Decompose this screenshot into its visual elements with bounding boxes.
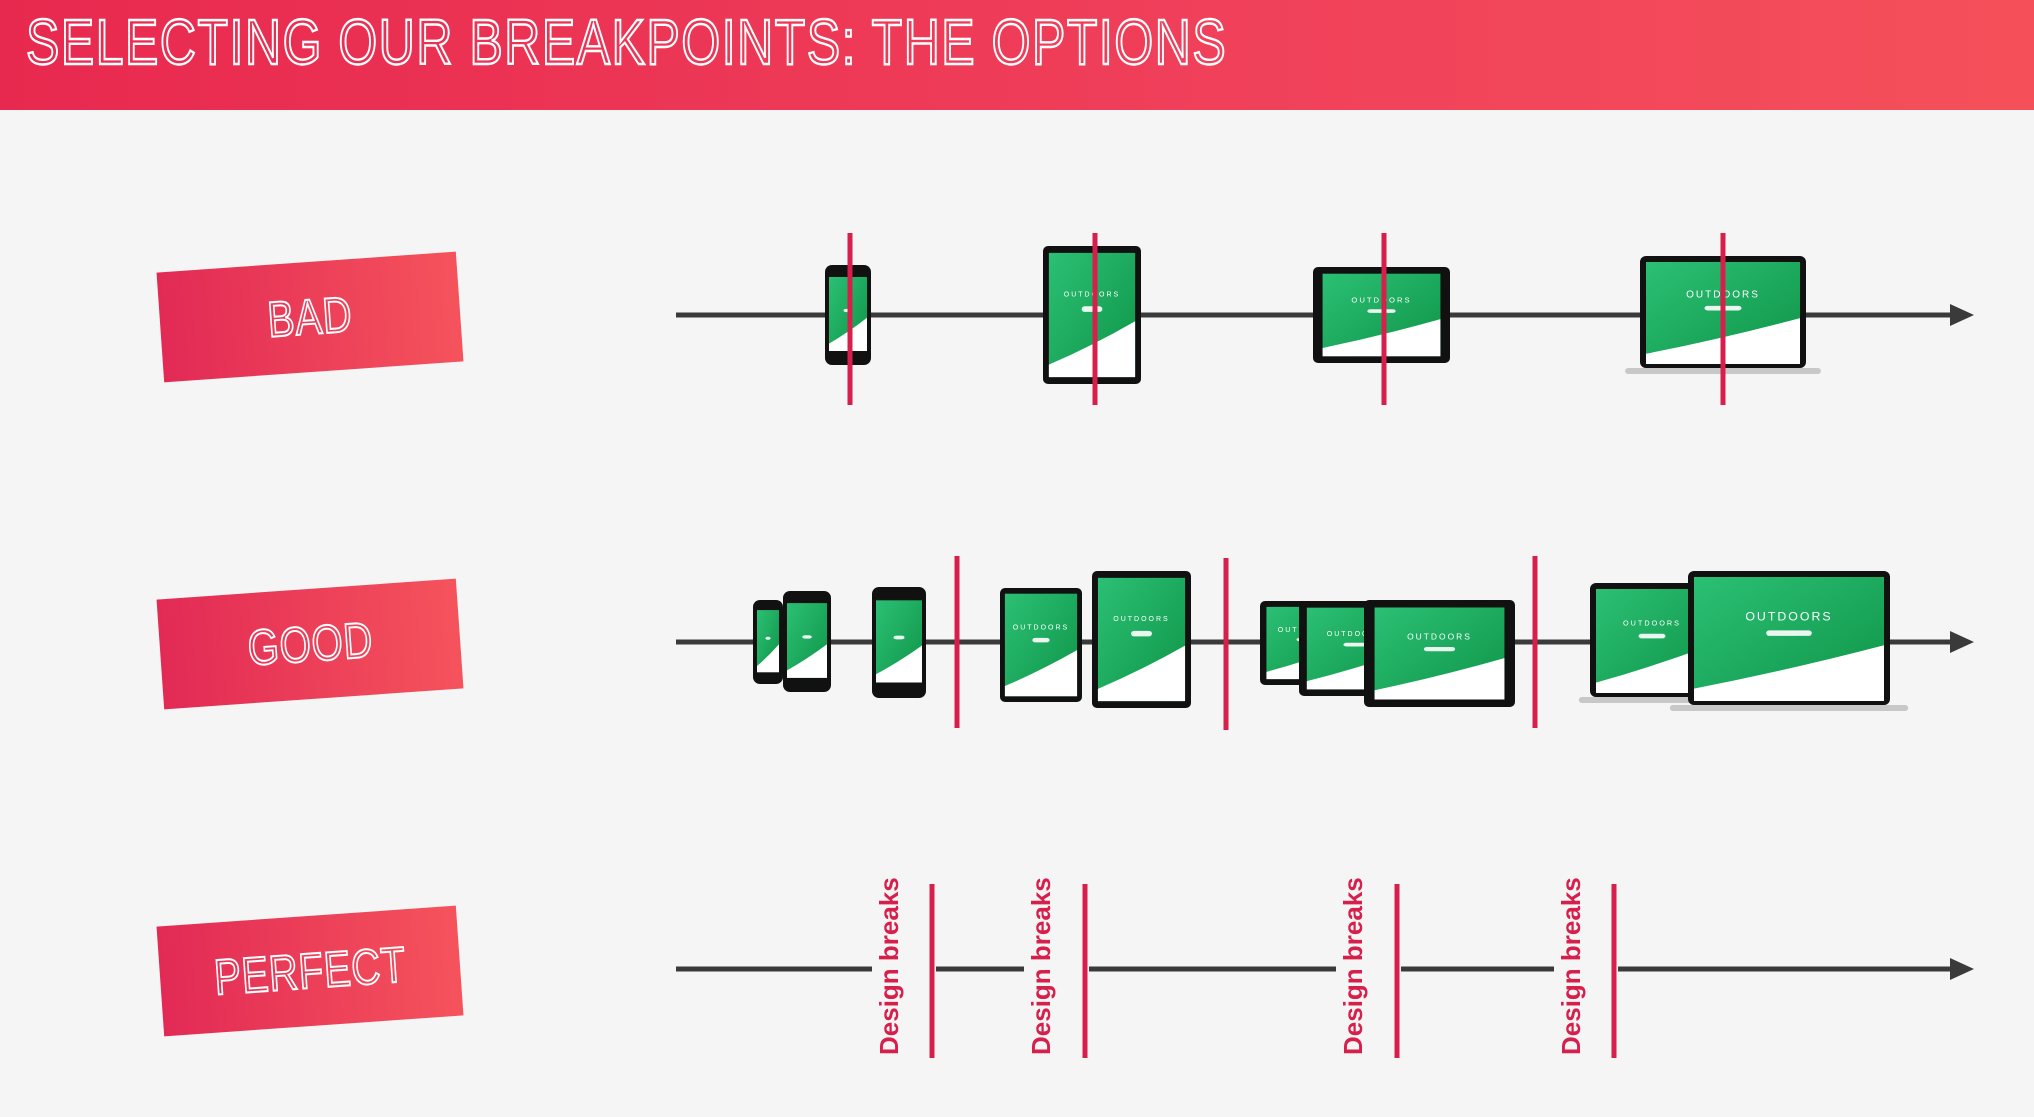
device-screen-title: OUTDOORS: [1064, 291, 1120, 298]
phone-device: [783, 591, 831, 692]
device-screen-button: [1638, 633, 1666, 639]
design-break-gap-2: [1024, 955, 1089, 983]
device-screen-button: [1131, 630, 1152, 637]
device-screen-wave: [1048, 321, 1136, 378]
device-screen-button: [765, 636, 771, 640]
device-screen-button: [1766, 630, 1812, 636]
timeline-arrow-1: [1950, 304, 1974, 326]
device-screen-wave: [1374, 658, 1505, 700]
timeline-arrow-2: [1950, 631, 1974, 653]
device-screen-title: OUTDOORS: [1745, 609, 1832, 623]
design-break-gap-3: [1336, 955, 1401, 983]
design-break-label-4: Design breaks: [1556, 877, 1586, 1055]
device-screen-wave: [1596, 646, 1708, 693]
device-screen-button: [1081, 306, 1103, 312]
design-break-gap-4: [1554, 955, 1618, 983]
tablet-device: OUTDOORS: [1092, 571, 1191, 708]
device-screen-wave: [1694, 645, 1884, 701]
laptop-device: OUTDOORS: [1669, 571, 1909, 711]
device-screen-title: OUTDOORS: [1013, 625, 1069, 632]
phone-device: [872, 587, 926, 698]
device-screen-title: OUTDOORS: [1113, 616, 1169, 623]
device-screen-button: [893, 635, 905, 640]
device-screen-title: OUTDOORS: [1407, 632, 1472, 642]
device-screen-wave: [757, 644, 779, 673]
device-screen-button: [802, 635, 812, 639]
design-break-label-1: Design breaks: [874, 877, 904, 1055]
design-break-gap-1: [872, 955, 936, 983]
device-screen-wave: [1004, 650, 1078, 697]
device-screen-wave: [787, 644, 827, 678]
tablet-device: OUTDOORS: [1043, 246, 1141, 384]
phone-device: [753, 600, 783, 684]
device-screen-title: OUTDOORS: [1351, 296, 1411, 305]
laptop-base: [1669, 705, 1909, 711]
page-title: SELECTING OUR BREAKPOINTS: THE OPTIONS: [25, 5, 1228, 79]
device-screen-wave: [1097, 645, 1186, 702]
device-screen-button: [1423, 647, 1456, 652]
tablet-device: OUTDOORS: [1364, 600, 1515, 707]
device-screen-title: OUTDOORS: [1327, 631, 1383, 638]
device-screen-wave: [876, 645, 922, 683]
device-screen-button: [1343, 642, 1367, 647]
design-break-label-2: Design breaks: [1026, 877, 1056, 1055]
tablet-device: OUTDOORS: [1000, 588, 1082, 702]
header-banner: SELECTING OUR BREAKPOINTS: THE OPTIONS: [0, 0, 2034, 110]
device-screen-button: [1032, 637, 1050, 643]
device-screen-title: OUTDOORS: [1623, 618, 1681, 627]
timeline-arrow-3: [1950, 958, 1974, 980]
design-break-label-3: Design breaks: [1338, 877, 1368, 1055]
